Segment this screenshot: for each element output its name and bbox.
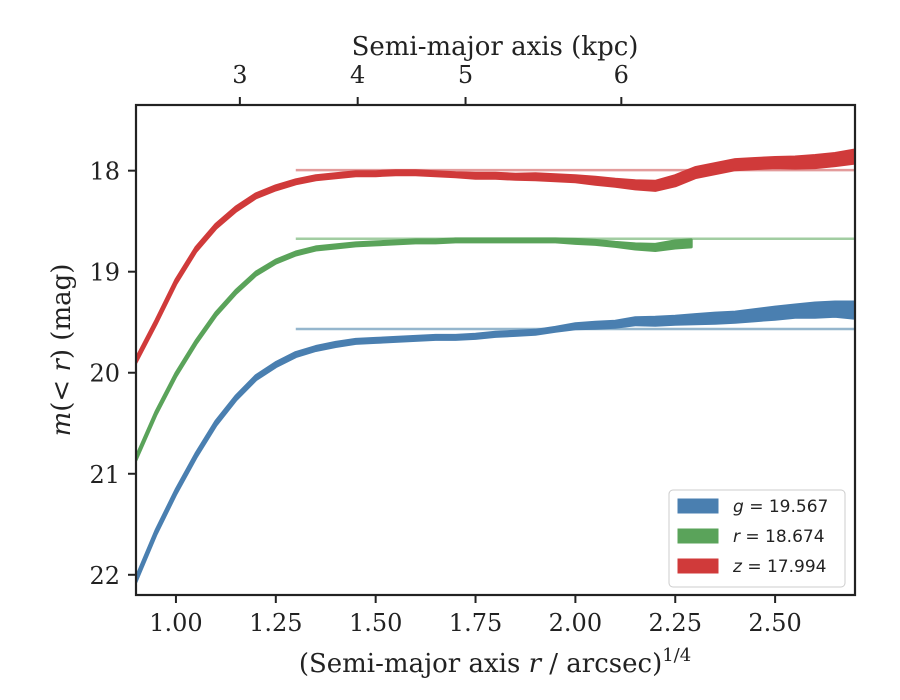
series-r (136, 237, 855, 462)
legend-label-r: r = 18.674 (733, 527, 825, 547)
ticks-layer: 1.00 1.25 1.50 1.75 2.00 2.25 2.50 18 19 20 21 22 3 4… (89, 61, 801, 637)
y-tick-label: 19 (89, 259, 120, 287)
legend-variable: r (733, 527, 741, 547)
series-z (136, 148, 855, 365)
y-tick-label: 18 (89, 158, 120, 186)
x-tick-label: 2.00 (549, 609, 602, 637)
band-g (136, 300, 855, 584)
y-tick-label: 21 (89, 461, 120, 489)
x-tick-label: 1.75 (449, 609, 502, 637)
top-x-tick-label: 3 (232, 61, 247, 89)
legend-swatch-r (677, 528, 719, 544)
legend-value: = 18.674 (740, 527, 825, 547)
legend-label-z: z = 17.994 (732, 557, 826, 577)
x-axis-title-variable: r (529, 649, 543, 679)
series-g (136, 300, 855, 584)
y-tick-label: 20 (89, 360, 120, 388)
x-axis-title-part: / arcsec) (541, 649, 662, 679)
x-tick-label: 1.00 (149, 609, 202, 637)
y-axis-title-part: ( (47, 402, 77, 412)
x-tick-label: 1.50 (349, 609, 402, 637)
legend-swatch-g (677, 498, 719, 514)
y-axis-title-part: ) (47, 349, 77, 359)
top-axis-title: Semi-major axis (kpc) (352, 32, 639, 62)
y-axis-title-unit: (mag) (47, 264, 77, 349)
legend-label-g: g = 19.567 (733, 497, 828, 517)
y-axis-title-argument: < r (47, 358, 77, 402)
band-z (136, 148, 855, 365)
top-x-tick-label: 5 (458, 61, 473, 89)
series-layer (136, 148, 855, 584)
band-r (136, 237, 693, 462)
x-tick-label: 2.50 (748, 609, 801, 637)
legend-value: = 19.567 (744, 497, 829, 517)
top-x-tick-label: 6 (614, 61, 629, 89)
x-axis-title: (Semi-major axis r / arcsec)1/4 (299, 645, 691, 679)
y-tick-label: 22 (89, 562, 120, 590)
top-x-tick-label: 4 (350, 61, 365, 89)
plot-frame (134, 103, 857, 597)
x-axis-title-superscript: 1/4 (662, 645, 691, 666)
legend-value: = 17.994 (742, 557, 827, 577)
x-axis-title-part: (Semi-major axis (299, 649, 529, 679)
x-tick-label: 1.25 (249, 609, 302, 637)
y-axis-title: m(< r) (mag) (47, 264, 77, 437)
legend-variable: g (733, 497, 744, 517)
legend-swatch-z (677, 558, 719, 574)
legend-variable: z (732, 557, 743, 577)
x-tick-label: 2.25 (649, 609, 702, 637)
y-axis-title-function: m (47, 412, 77, 437)
